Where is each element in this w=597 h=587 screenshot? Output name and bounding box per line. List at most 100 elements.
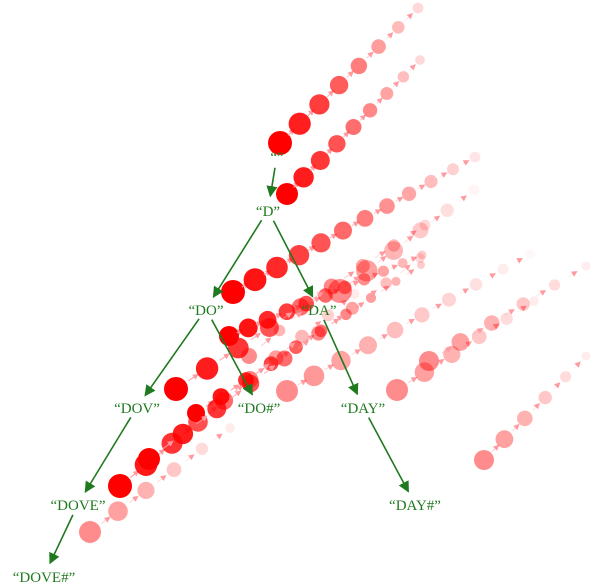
chain-arrow bbox=[439, 172, 448, 178]
chain-dot bbox=[195, 442, 209, 455]
chain-dot bbox=[529, 296, 539, 306]
chain-arrow bbox=[162, 440, 174, 450]
chain-arrow bbox=[352, 280, 360, 287]
chain-dot bbox=[303, 365, 325, 387]
chain-dot bbox=[516, 297, 530, 311]
chain-dot bbox=[497, 263, 509, 275]
chain-dot bbox=[419, 219, 431, 231]
chain-dot bbox=[329, 75, 349, 95]
chain-arrow bbox=[212, 433, 223, 441]
chain-dot bbox=[549, 279, 561, 291]
trie-node-root: “” bbox=[270, 150, 283, 166]
chain-arrow bbox=[324, 364, 334, 371]
tree-edge-do-dov bbox=[144, 318, 200, 397]
chain-arrow bbox=[407, 376, 418, 384]
chain-arrow bbox=[380, 285, 390, 292]
chain-arrow bbox=[286, 342, 296, 350]
chain-dot bbox=[525, 249, 535, 259]
chain-dot bbox=[560, 371, 572, 383]
chain-dot bbox=[412, 2, 424, 14]
chain-dot bbox=[334, 221, 352, 240]
chain-dot bbox=[469, 278, 483, 291]
chain-arrow bbox=[512, 423, 520, 432]
trie-node-day-end: “DAY#” bbox=[389, 498, 441, 514]
chain-arrow bbox=[326, 90, 335, 98]
dot-chain bbox=[276, 249, 535, 402]
chain-arrow bbox=[573, 361, 581, 369]
chain-arrow bbox=[351, 221, 360, 227]
chain-arrow bbox=[366, 51, 374, 59]
chain-arrow bbox=[156, 475, 167, 483]
dot-chain bbox=[419, 261, 591, 371]
chain-arrow bbox=[312, 320, 322, 329]
chain-arrow bbox=[128, 495, 139, 504]
chain-arrow bbox=[130, 470, 140, 478]
chain-dot bbox=[517, 410, 533, 427]
chain-dot bbox=[345, 119, 362, 135]
chain-dot bbox=[311, 233, 331, 253]
chain-arrow bbox=[472, 328, 484, 335]
chain-dot bbox=[469, 151, 481, 163]
chain-dot bbox=[355, 259, 370, 273]
chain-dot bbox=[362, 103, 378, 118]
chain-arrow bbox=[350, 276, 360, 284]
chain-arrow bbox=[365, 289, 377, 299]
tree-edge-day-day_end bbox=[367, 417, 410, 493]
chain-arrow bbox=[291, 311, 302, 321]
trie-node-da: “DA” bbox=[302, 303, 337, 319]
chain-arrow bbox=[517, 305, 527, 313]
chain-dot bbox=[137, 481, 155, 499]
chain-arrow bbox=[331, 315, 344, 324]
chain-dot bbox=[397, 258, 408, 269]
chain-arrow bbox=[297, 379, 307, 386]
dot-chain bbox=[276, 55, 425, 205]
chain-arrow bbox=[566, 271, 578, 278]
chain-arrow bbox=[343, 271, 355, 279]
chain-dot bbox=[227, 337, 249, 359]
chain-arrow bbox=[376, 97, 383, 105]
chain-dot bbox=[387, 239, 401, 252]
chain-dot bbox=[581, 351, 591, 361]
chain-dot bbox=[386, 321, 404, 339]
chain-dot bbox=[331, 350, 351, 371]
chain-dot bbox=[356, 210, 374, 227]
chain-arrow bbox=[377, 255, 387, 264]
chain-arrow bbox=[346, 70, 354, 78]
tree-edge-d-da bbox=[272, 220, 314, 298]
dot-chain bbox=[138, 253, 425, 470]
chain-dot bbox=[380, 87, 394, 100]
chain-dot bbox=[397, 71, 410, 83]
chain-arrow bbox=[409, 64, 416, 71]
chain-arrow bbox=[461, 160, 470, 166]
tree-edge-da-day bbox=[323, 319, 359, 396]
chain-arrow bbox=[395, 196, 404, 203]
dot-chain bbox=[328, 184, 480, 303]
chain-arrow bbox=[486, 273, 496, 279]
tree-edge-dove-dove_end bbox=[49, 514, 74, 565]
trie-node-day: “DAY” bbox=[341, 401, 385, 417]
dot-chain bbox=[221, 151, 481, 304]
chain-arrow bbox=[552, 382, 561, 390]
chain-arrow bbox=[489, 323, 500, 331]
chain-dot bbox=[221, 280, 245, 304]
chain-dot bbox=[415, 55, 425, 65]
chain-dot bbox=[359, 336, 377, 355]
chain-arrow bbox=[263, 365, 276, 375]
chain-arrow bbox=[351, 349, 361, 356]
chain-arrow bbox=[373, 209, 382, 215]
chain-arrow bbox=[459, 288, 469, 295]
chain-dot bbox=[276, 380, 298, 402]
chain-arrow bbox=[355, 302, 365, 309]
chain-arrow bbox=[392, 80, 400, 88]
chain-dot bbox=[356, 260, 378, 282]
chain-arrow bbox=[403, 235, 414, 243]
chain-dot bbox=[259, 318, 279, 337]
chain-dot bbox=[207, 399, 227, 419]
chain-dot bbox=[414, 362, 435, 383]
chain-dot bbox=[340, 308, 352, 320]
trie-node-dov: “DOV” bbox=[114, 401, 160, 417]
chain-dot bbox=[451, 333, 470, 351]
chain-arrow bbox=[281, 312, 293, 320]
chain-dot bbox=[164, 377, 188, 401]
